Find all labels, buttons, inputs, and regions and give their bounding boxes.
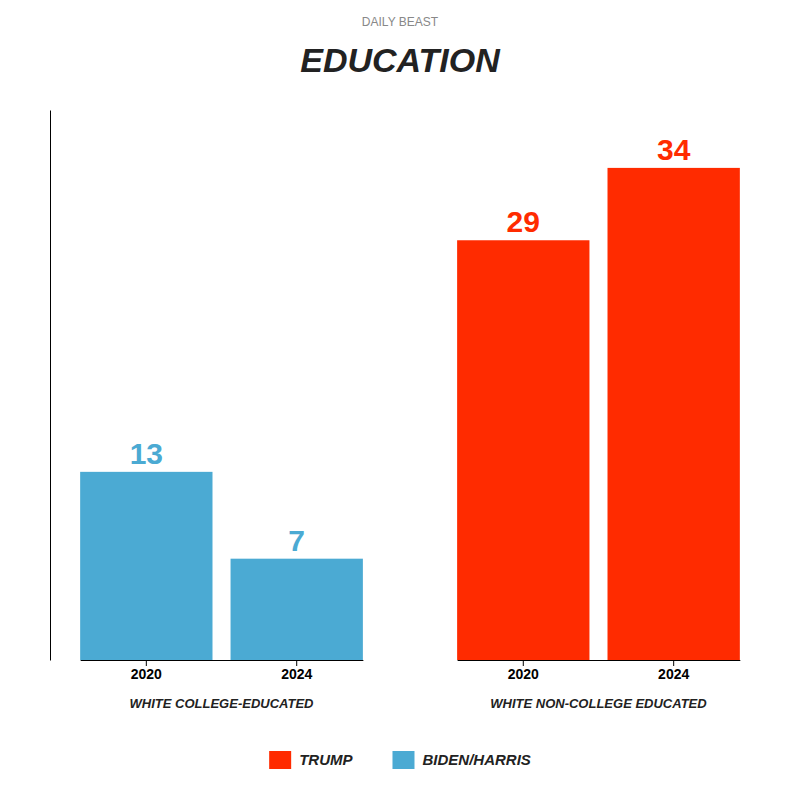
- chart-title: EDUCATION: [300, 41, 501, 79]
- legend-swatch: [269, 751, 291, 769]
- bar: [457, 240, 589, 660]
- legend-swatch: [392, 751, 414, 769]
- x-tick: 2024: [658, 660, 689, 682]
- source-note: DAILY BEAST: [362, 15, 439, 29]
- data-label: 34: [657, 133, 691, 166]
- legend-label: TRUMP: [299, 751, 353, 768]
- data-label: 7: [288, 524, 305, 557]
- x-axis-line: [458, 660, 741, 661]
- legend-item: TRUMP: [269, 751, 353, 769]
- x-tick-label: 2020: [508, 666, 539, 682]
- x-tick-label: 2020: [131, 666, 162, 682]
- x-tick-label: 2024: [658, 666, 689, 682]
- y-axis: [50, 111, 51, 661]
- x-tick: 2020: [131, 660, 162, 682]
- x-axis: 2020 2024: [458, 660, 741, 682]
- plot: 13 7 29 34 2020 2024 WHITE COLLEGE-EDUCATED 202…: [51, 111, 741, 712]
- group-label: WHITE COLLEGE-EDUCATED: [130, 696, 315, 711]
- group-label: WHITE NON-COLLEGE EDUCATED: [490, 696, 707, 711]
- x-axis-line: [81, 660, 364, 661]
- legend-label: BIDEN/HARRIS: [422, 751, 530, 768]
- bars: [80, 168, 740, 660]
- data-label: 29: [507, 205, 540, 238]
- bar: [80, 472, 212, 660]
- x-tick-label: 2024: [281, 666, 312, 682]
- x-tick: 2020: [508, 660, 539, 682]
- bar: [231, 559, 363, 660]
- x-axis: 2020 2024: [81, 660, 364, 682]
- legend: TRUMP BIDEN/HARRIS: [269, 751, 531, 769]
- legend-item: BIDEN/HARRIS: [392, 751, 530, 769]
- chart-container: DAILY BEAST EDUCATION 13 7 29 34 2020 2024 WHITE…: [0, 0, 800, 800]
- x-tick: 2024: [281, 660, 312, 682]
- chart-svg: DAILY BEAST EDUCATION 13 7 29 34 2020 2024 WHITE…: [0, 0, 800, 800]
- data-labels: 13 7 29 34: [130, 133, 691, 557]
- bar: [608, 168, 740, 660]
- data-label: 13: [130, 437, 163, 470]
- y-axis-line: [50, 111, 51, 661]
